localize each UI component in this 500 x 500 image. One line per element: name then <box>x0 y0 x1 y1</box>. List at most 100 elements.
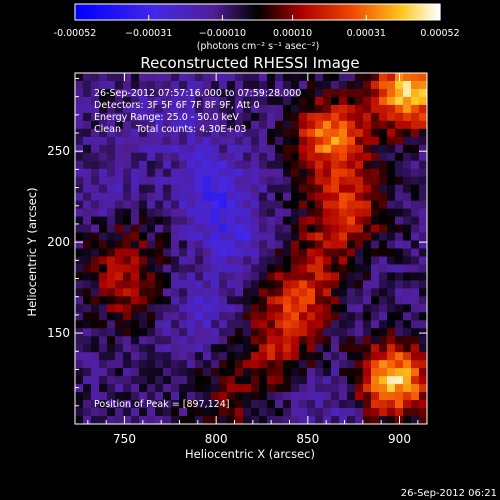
heatmap-pixel <box>299 400 308 409</box>
heatmap-pixel <box>195 152 204 162</box>
heatmap-pixel <box>331 384 340 393</box>
heatmap-pixel <box>219 128 228 138</box>
heatmap-pixel <box>411 120 420 130</box>
heatmap-pixel <box>355 73 364 82</box>
heatmap-pixel <box>323 128 332 138</box>
colorbar-segment <box>169 4 173 20</box>
heatmap-pixel <box>179 408 188 417</box>
heatmap-pixel <box>355 240 364 249</box>
heatmap-pixel <box>203 144 212 154</box>
heatmap-pixel <box>347 232 356 242</box>
heatmap-pixel <box>419 160 428 170</box>
heatmap-pixel <box>123 304 132 313</box>
colorbar-segment <box>391 4 395 20</box>
heatmap-pixel <box>395 312 404 321</box>
heatmap-pixel <box>107 208 116 218</box>
heatmap-pixel <box>147 360 156 369</box>
heatmap-pixel <box>283 344 292 353</box>
heatmap-pixel <box>227 408 236 417</box>
colorbar-segment <box>303 4 307 20</box>
heatmap-pixel <box>99 80 108 90</box>
heatmap-pixel <box>187 368 196 377</box>
heatmap-pixel <box>227 216 236 226</box>
heatmap-pixel <box>363 240 372 249</box>
heatmap-pixel <box>347 176 356 186</box>
heatmap-pixel <box>323 73 332 82</box>
heatmap-pixel <box>147 208 156 218</box>
heatmap-pixel <box>83 192 92 202</box>
colorbar-segment <box>360 4 365 20</box>
heatmap-pixel <box>179 104 188 114</box>
heatmap-pixel <box>251 168 260 178</box>
heatmap-pixel <box>403 160 412 170</box>
heatmap-pixel <box>339 344 348 353</box>
heatmap-pixel <box>163 152 172 162</box>
heatmap-pixel <box>187 328 196 337</box>
heatmap-pixel <box>267 128 276 138</box>
heatmap-pixel <box>195 280 204 289</box>
heatmap-pixel <box>211 344 220 353</box>
heatmap-pixel <box>331 160 340 170</box>
heatmap-pixel <box>283 248 292 257</box>
colorbar-segment <box>342 4 347 20</box>
heatmap-pixel <box>419 104 428 114</box>
heatmap-pixel <box>115 120 124 130</box>
heatmap-pixel <box>107 304 116 313</box>
heatmap-pixel <box>243 264 252 273</box>
heatmap-pixel <box>171 216 180 226</box>
heatmap-pixel <box>419 280 428 289</box>
heatmap-pixel <box>171 248 180 257</box>
heatmap-pixel <box>419 312 428 321</box>
heatmap-pixel <box>147 216 156 226</box>
heatmap-pixel <box>363 280 372 289</box>
heatmap-pixel <box>291 312 300 321</box>
colorbar-segment <box>221 4 225 20</box>
heatmap-pixel <box>347 104 356 114</box>
heatmap-pixel <box>403 104 412 114</box>
heatmap-pixel <box>403 360 412 369</box>
heatmap-pixel <box>75 200 84 210</box>
heatmap-pixel <box>75 408 84 417</box>
heatmap-pixel <box>395 376 404 385</box>
heatmap-pixel <box>203 240 212 249</box>
heatmap-pixel <box>259 400 268 409</box>
heatmap-pixel <box>355 312 364 321</box>
heatmap-pixel <box>283 328 292 337</box>
heatmap-pixel <box>363 88 372 98</box>
heatmap-pixel <box>315 280 324 289</box>
heatmap-pixel <box>163 80 172 90</box>
heatmap-pixel <box>307 376 316 385</box>
heatmap-pixel <box>219 336 228 345</box>
heatmap-pixel <box>147 176 156 186</box>
heatmap-pixel <box>347 88 356 98</box>
heatmap-pixel <box>163 216 172 226</box>
heatmap-pixel <box>219 208 228 218</box>
heatmap-pixel <box>419 88 428 98</box>
heatmap-pixel <box>227 280 236 289</box>
heatmap-pixel <box>355 96 364 106</box>
heatmap-pixel <box>251 312 260 321</box>
heatmap-pixel <box>331 264 340 273</box>
heatmap-pixel <box>107 192 116 202</box>
heatmap-pixel <box>363 320 372 329</box>
heatmap-pixel <box>387 224 396 234</box>
heatmap-pixel <box>347 200 356 210</box>
heatmap-pixel <box>259 368 268 377</box>
heatmap-pixel <box>123 368 132 377</box>
heatmap-pixel <box>395 344 404 353</box>
heatmap-pixel <box>411 288 420 297</box>
heatmap-pixel <box>347 160 356 170</box>
heatmap-pixel <box>203 272 212 281</box>
heatmap-pixel <box>99 256 108 265</box>
heatmap-pixel <box>83 104 92 114</box>
heatmap-pixel <box>283 112 292 122</box>
heatmap-pixel <box>83 296 92 305</box>
heatmap-pixel <box>339 408 348 417</box>
heatmap-pixel <box>187 192 196 202</box>
heatmap-pixel <box>411 88 420 98</box>
heatmap-pixel <box>203 176 212 186</box>
heatmap-pixel <box>315 384 324 393</box>
heatmap-pixel <box>323 400 332 409</box>
heatmap-pixel <box>331 304 340 313</box>
heatmap-pixel <box>363 200 372 210</box>
